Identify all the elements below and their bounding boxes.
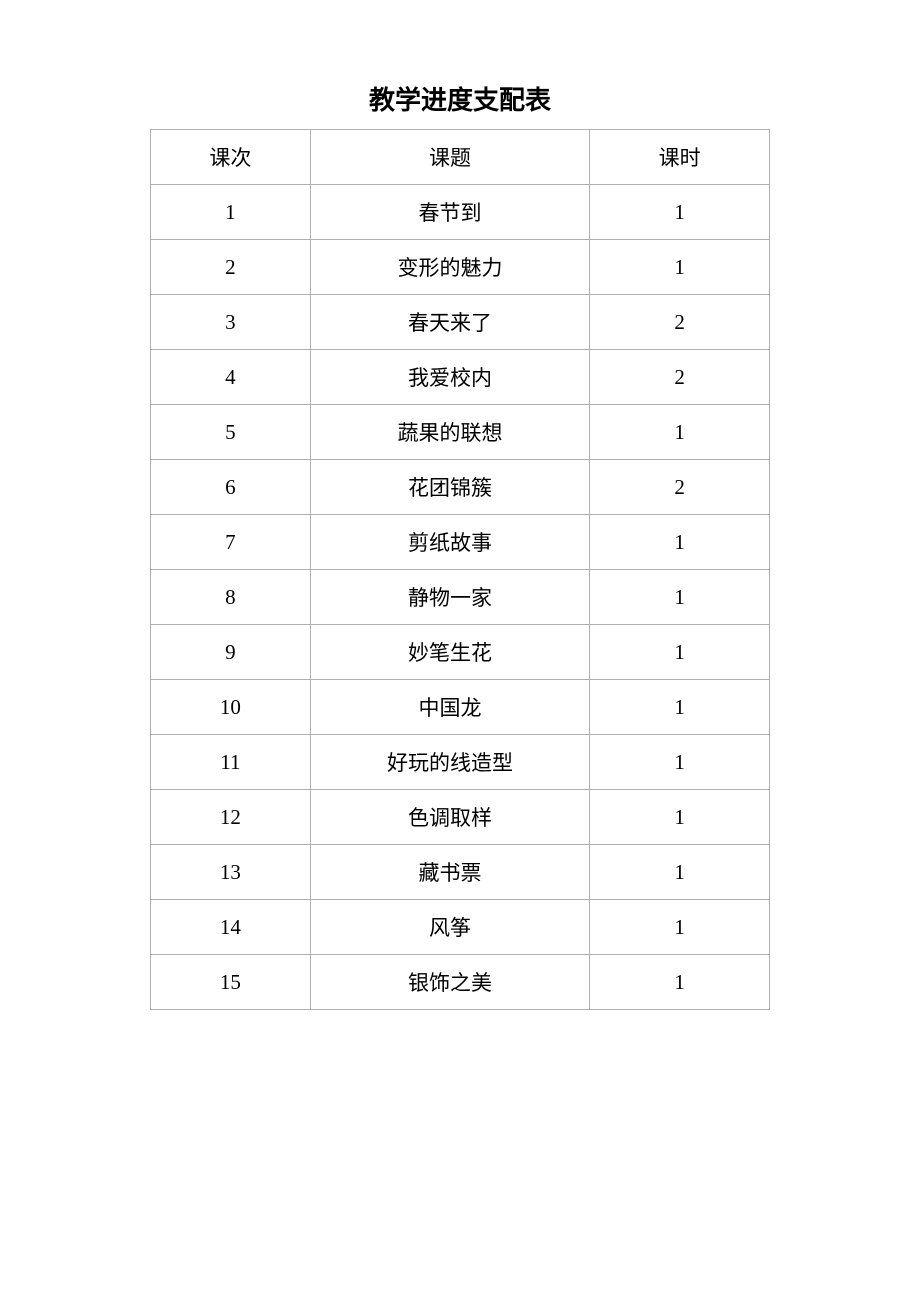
table-row: 1 春节到 1 xyxy=(151,185,770,240)
table-row: 2 变形的魅力 1 xyxy=(151,240,770,295)
table-row: 8 静物一家 1 xyxy=(151,570,770,625)
cell-hours: 1 xyxy=(590,570,770,625)
table-row: 9 妙笔生花 1 xyxy=(151,625,770,680)
cell-num: 3 xyxy=(151,295,311,350)
table-row: 10 中国龙 1 xyxy=(151,680,770,735)
cell-hours: 2 xyxy=(590,350,770,405)
cell-topic: 我爱校内 xyxy=(310,350,590,405)
cell-num: 13 xyxy=(151,845,311,900)
cell-topic: 静物一家 xyxy=(310,570,590,625)
table-row: 11 好玩的线造型 1 xyxy=(151,735,770,790)
cell-topic: 色调取样 xyxy=(310,790,590,845)
cell-num: 6 xyxy=(151,460,311,515)
cell-topic: 蔬果的联想 xyxy=(310,405,590,460)
table-row: 14 风筝 1 xyxy=(151,900,770,955)
table-row: 3 春天来了 2 xyxy=(151,295,770,350)
cell-topic: 变形的魅力 xyxy=(310,240,590,295)
cell-hours: 1 xyxy=(590,845,770,900)
cell-num: 12 xyxy=(151,790,311,845)
col-header-topic: 课题 xyxy=(310,130,590,185)
cell-topic: 春节到 xyxy=(310,185,590,240)
cell-hours: 1 xyxy=(590,900,770,955)
table-row: 4 我爱校内 2 xyxy=(151,350,770,405)
cell-topic: 春天来了 xyxy=(310,295,590,350)
cell-hours: 1 xyxy=(590,955,770,1010)
cell-hours: 1 xyxy=(590,625,770,680)
cell-num: 15 xyxy=(151,955,311,1010)
cell-hours: 1 xyxy=(590,515,770,570)
cell-topic: 剪纸故事 xyxy=(310,515,590,570)
table-header-row: 课次 课题 课时 xyxy=(151,130,770,185)
cell-num: 14 xyxy=(151,900,311,955)
cell-num: 11 xyxy=(151,735,311,790)
cell-topic: 好玩的线造型 xyxy=(310,735,590,790)
cell-hours: 1 xyxy=(590,680,770,735)
cell-hours: 1 xyxy=(590,735,770,790)
cell-num: 2 xyxy=(151,240,311,295)
table-row: 5 蔬果的联想 1 xyxy=(151,405,770,460)
table-body: 1 春节到 1 2 变形的魅力 1 3 春天来了 2 4 我爱校内 2 5 蔬果… xyxy=(151,185,770,1010)
cell-topic: 妙笔生花 xyxy=(310,625,590,680)
cell-topic: 中国龙 xyxy=(310,680,590,735)
cell-topic: 风筝 xyxy=(310,900,590,955)
cell-num: 5 xyxy=(151,405,311,460)
table-row: 6 花团锦簇 2 xyxy=(151,460,770,515)
cell-hours: 1 xyxy=(590,185,770,240)
cell-hours: 1 xyxy=(590,790,770,845)
cell-topic: 花团锦簇 xyxy=(310,460,590,515)
cell-num: 10 xyxy=(151,680,311,735)
cell-num: 1 xyxy=(151,185,311,240)
cell-topic: 藏书票 xyxy=(310,845,590,900)
cell-num: 4 xyxy=(151,350,311,405)
col-header-num: 课次 xyxy=(151,130,311,185)
cell-hours: 2 xyxy=(590,460,770,515)
cell-num: 7 xyxy=(151,515,311,570)
cell-hours: 1 xyxy=(590,240,770,295)
cell-num: 8 xyxy=(151,570,311,625)
col-header-hours: 课时 xyxy=(590,130,770,185)
table-row: 13 藏书票 1 xyxy=(151,845,770,900)
table-row: 15 银饰之美 1 xyxy=(151,955,770,1010)
cell-num: 9 xyxy=(151,625,311,680)
schedule-table: 课次 课题 课时 1 春节到 1 2 变形的魅力 1 3 春天来了 2 4 我爱… xyxy=(150,129,770,1010)
cell-hours: 2 xyxy=(590,295,770,350)
cell-topic: 银饰之美 xyxy=(310,955,590,1010)
cell-hours: 1 xyxy=(590,405,770,460)
page-title: 教学进度支配表 xyxy=(60,80,860,117)
table-row: 7 剪纸故事 1 xyxy=(151,515,770,570)
table-row: 12 色调取样 1 xyxy=(151,790,770,845)
